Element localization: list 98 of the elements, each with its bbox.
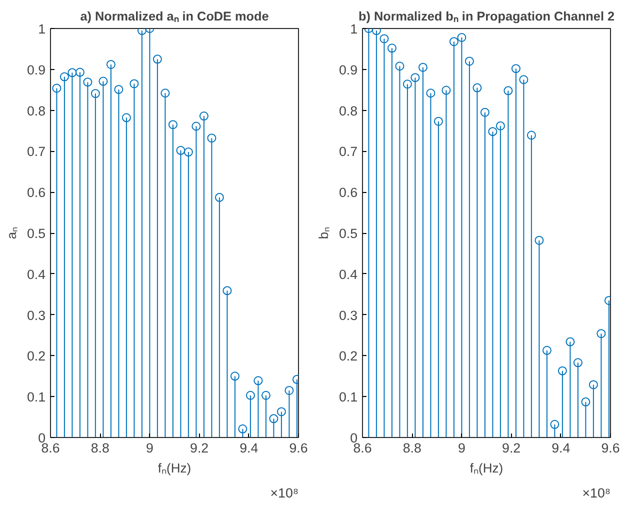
point bbox=[254, 376, 263, 386]
y-tick-label: 0.7 bbox=[338, 144, 358, 160]
text: ×10⁸ bbox=[270, 486, 299, 500]
point bbox=[130, 79, 139, 88]
point bbox=[395, 62, 404, 71]
point bbox=[52, 84, 62, 93]
point bbox=[192, 122, 201, 131]
x-tick-label: 8.8 bbox=[90, 440, 110, 456]
y-tick-label: 0.2 bbox=[26, 348, 46, 364]
point bbox=[426, 88, 436, 98]
point bbox=[152, 54, 162, 64]
point bbox=[238, 424, 248, 434]
y-tick-label: 0.3 bbox=[26, 308, 46, 323]
point bbox=[542, 346, 552, 355]
point bbox=[558, 366, 567, 376]
point bbox=[184, 148, 193, 157]
point bbox=[410, 73, 420, 82]
point bbox=[434, 116, 443, 126]
point bbox=[402, 80, 412, 89]
y-tick-label: 0.2 bbox=[338, 348, 358, 364]
point bbox=[90, 89, 100, 98]
text: ×10⁸ bbox=[582, 486, 611, 500]
x-tick-label: 9.2 bbox=[190, 440, 209, 456]
y-axis-title: bₙ bbox=[316, 226, 331, 240]
y-tick-label: 0.7 bbox=[26, 144, 46, 160]
point bbox=[83, 78, 92, 87]
point bbox=[534, 236, 544, 245]
y-tick-label: 0.6 bbox=[338, 185, 358, 200]
point bbox=[457, 33, 466, 42]
x-tick-label: 9.6 bbox=[289, 440, 308, 456]
x-tick-label: 9.4 bbox=[552, 440, 571, 456]
y-tick-label: 0.9 bbox=[338, 62, 358, 78]
point bbox=[261, 390, 270, 400]
x-axis-title: fₙ(Hz) bbox=[158, 460, 192, 476]
point bbox=[519, 75, 528, 84]
point bbox=[380, 34, 389, 44]
y-tick-label: 0.8 bbox=[338, 103, 358, 118]
point bbox=[566, 337, 575, 346]
chart-title: b) Normalized bₙ in Propagation Channel 2 bbox=[358, 10, 615, 24]
point bbox=[504, 86, 513, 96]
y-tick-label: 0.4 bbox=[26, 266, 46, 282]
point bbox=[75, 68, 84, 77]
point bbox=[176, 146, 186, 155]
x-tick-label: 9 bbox=[458, 440, 466, 456]
point bbox=[160, 88, 170, 98]
point bbox=[526, 130, 536, 140]
point bbox=[60, 72, 69, 82]
point bbox=[372, 28, 381, 36]
x-tick-label: 9.2 bbox=[502, 440, 521, 456]
point bbox=[511, 64, 520, 74]
point bbox=[137, 28, 146, 36]
x-tick-label: 9.6 bbox=[601, 440, 620, 456]
point bbox=[464, 56, 474, 66]
y-tick-label: 1 bbox=[38, 22, 46, 36]
point bbox=[387, 44, 396, 53]
y-tick-label: 0.5 bbox=[338, 226, 358, 241]
y-tick-label: 0.4 bbox=[338, 266, 358, 282]
point bbox=[106, 60, 116, 69]
point bbox=[573, 358, 582, 368]
point bbox=[246, 390, 255, 400]
y-tick-label: 0.5 bbox=[26, 226, 46, 241]
point bbox=[588, 380, 598, 390]
point bbox=[168, 120, 178, 130]
point bbox=[214, 192, 224, 202]
x-tick-label: 9 bbox=[146, 440, 154, 456]
point bbox=[122, 113, 131, 122]
point bbox=[596, 329, 606, 338]
point bbox=[276, 407, 286, 416]
point bbox=[269, 414, 278, 424]
point bbox=[449, 37, 458, 46]
x-tick-label: 8.8 bbox=[402, 440, 422, 456]
point bbox=[68, 68, 77, 78]
point bbox=[550, 420, 560, 429]
y-tick-label: 0.9 bbox=[26, 62, 46, 78]
x-axis-title: fₙ(Hz) bbox=[470, 460, 504, 476]
chart-title: a) Normalized aₙ in CoDE mode bbox=[80, 10, 269, 24]
y-tick-label: 0.6 bbox=[26, 185, 46, 200]
point bbox=[442, 86, 451, 95]
point bbox=[284, 386, 294, 395]
point bbox=[496, 121, 505, 130]
y-tick-label: 0.1 bbox=[338, 390, 358, 405]
y-tick-label: 0.8 bbox=[26, 103, 46, 118]
y-tick-label: 0.1 bbox=[26, 390, 46, 405]
y-axis-title: aₙ bbox=[4, 226, 19, 240]
point bbox=[480, 108, 490, 117]
point bbox=[472, 83, 482, 92]
point bbox=[114, 84, 124, 94]
x-tick-label: 9.4 bbox=[240, 440, 259, 456]
point bbox=[418, 62, 428, 72]
point bbox=[98, 76, 108, 86]
y-tick-label: 1 bbox=[350, 22, 358, 36]
point bbox=[199, 112, 208, 121]
point bbox=[230, 372, 240, 381]
y-tick-label: 0.3 bbox=[338, 308, 358, 323]
point bbox=[488, 127, 498, 136]
point bbox=[207, 134, 216, 143]
point bbox=[222, 286, 232, 296]
point bbox=[581, 397, 590, 406]
